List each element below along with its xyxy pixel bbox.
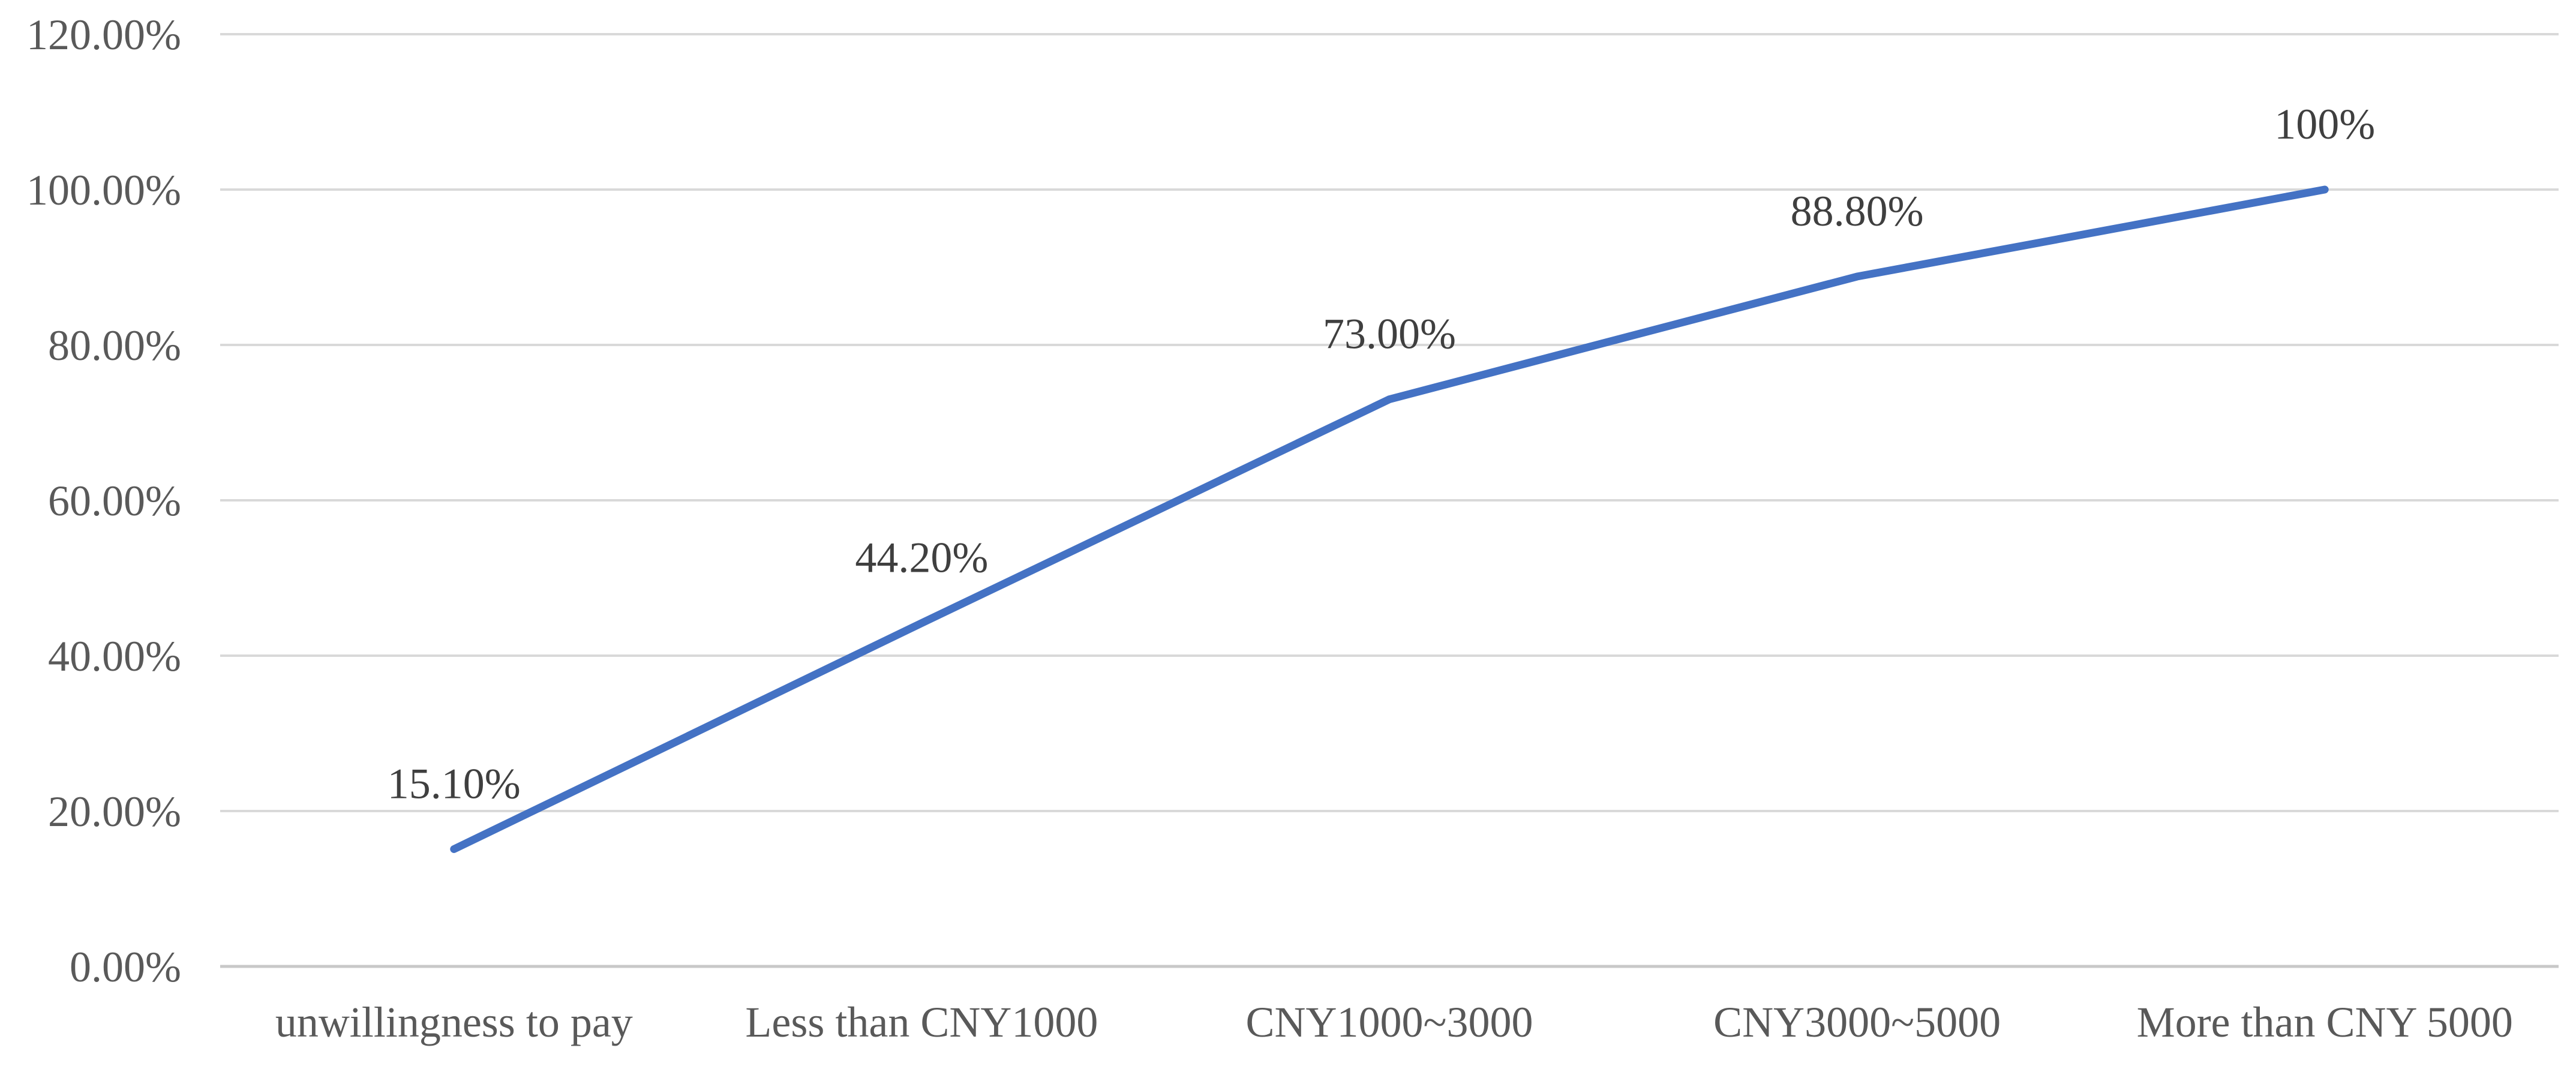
y-axis-tick-label: 80.00% bbox=[48, 322, 181, 370]
y-axis-tick-label: 60.00% bbox=[48, 477, 181, 525]
y-axis-tick-label: 0.00% bbox=[70, 943, 181, 991]
x-axis-category-label: unwillingness to pay bbox=[275, 998, 633, 1046]
series-line bbox=[450, 185, 2329, 853]
y-axis-tick-labels-group: 0.00% 20.00% 40.00% 60.00% 80.00% 100.00% 120.… bbox=[26, 11, 181, 991]
data-label: 15.10% bbox=[388, 759, 521, 807]
x-axis-category-label: Less than CNY1000 bbox=[745, 998, 1098, 1046]
x-axis-category-label: CNY1000~3000 bbox=[1246, 998, 1533, 1046]
x-axis-category-label: CNY3000~5000 bbox=[1713, 998, 2001, 1046]
y-axis-tick-label: 20.00% bbox=[48, 788, 181, 836]
data-label: 100% bbox=[2274, 100, 2375, 148]
data-label: 73.00% bbox=[1323, 310, 1456, 358]
data-label: 88.80% bbox=[1791, 187, 1924, 235]
y-axis-tick-label: 40.00% bbox=[48, 632, 181, 680]
x-axis-category-labels-group: unwillingness to pay Less than CNY1000 CNY… bbox=[275, 998, 2513, 1046]
data-label: 44.20% bbox=[855, 534, 988, 582]
gridlines-group bbox=[220, 33, 2559, 968]
y-axis-tick-label: 120.00% bbox=[26, 11, 181, 59]
x-axis-category-label: More than CNY 5000 bbox=[2137, 998, 2513, 1046]
series-group bbox=[450, 185, 2329, 853]
y-axis-tick-label: 100.00% bbox=[26, 166, 181, 214]
data-labels-group: 15.10% 44.20% 73.00% 88.80% 100% bbox=[388, 100, 2375, 807]
